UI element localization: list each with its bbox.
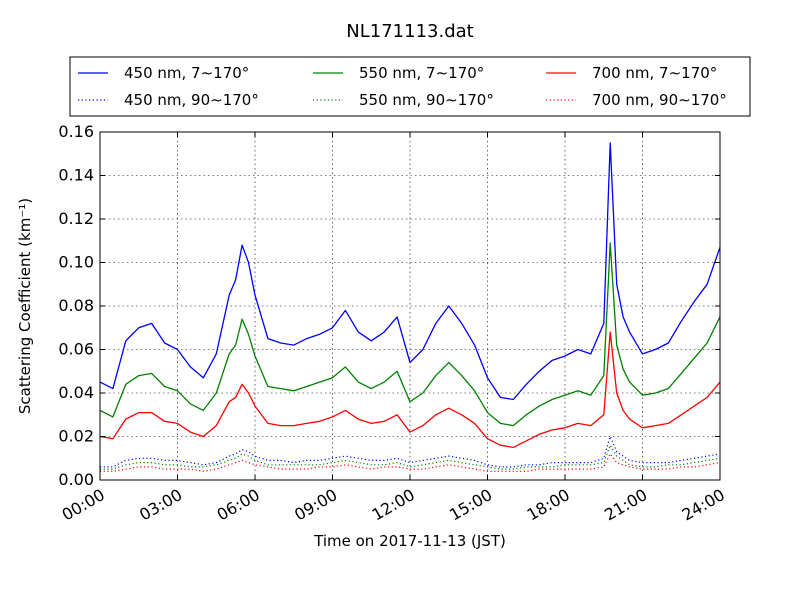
y-tick-label: 0.12 — [58, 209, 94, 228]
x-tick-label: 15:00 — [446, 485, 495, 525]
grid — [100, 132, 720, 480]
legend: 450 nm, 7∼170° 450 nm, 90∼170° 550 nm, 7∼1… — [69, 56, 751, 117]
x-tick-label: 24:00 — [679, 485, 728, 525]
legend-label-0: 450 nm, 7∼170° — [124, 64, 249, 82]
x-tick-label: 18:00 — [524, 485, 573, 525]
legend-label-1: 450 nm, 90∼170° — [124, 91, 259, 109]
x-tick-label: 09:00 — [291, 485, 340, 525]
legend-label-3: 550 nm, 90∼170° — [359, 91, 494, 109]
y-axis-label: Scattering Coefficient (km⁻¹) — [16, 198, 34, 414]
series-line-4 — [99, 331, 721, 449]
legend-label-4: 700 nm, 7∼170° — [592, 64, 717, 82]
y-tick-label: 0.16 — [58, 122, 94, 141]
y-tick-label: 0.02 — [58, 427, 94, 446]
series-layer — [99, 142, 721, 472]
x-tick-label: 06:00 — [214, 485, 263, 525]
y-tick-label: 0.00 — [58, 470, 94, 489]
x-tick-label: 12:00 — [369, 485, 418, 525]
y-tick-label: 0.04 — [58, 383, 94, 402]
x-axis-label: Time on 2017-11-13 (JST) — [313, 532, 506, 550]
y-tick-label: 0.14 — [58, 166, 94, 185]
y-tick-label: 0.08 — [58, 296, 94, 315]
y-tick-label: 0.10 — [58, 253, 94, 272]
x-tick-label: 03:00 — [136, 485, 185, 525]
chart-title: NL171113.dat — [346, 21, 473, 42]
series-line-0 — [99, 142, 721, 401]
x-tick-label: 00:00 — [59, 485, 108, 525]
legend-frame — [69, 56, 751, 117]
series-line-2 — [99, 242, 721, 427]
x-tick-label: 21:00 — [601, 485, 650, 525]
y-tick-label: 0.06 — [58, 340, 94, 359]
series-line-5 — [100, 453, 721, 472]
legend-label-5: 700 nm, 90∼170° — [592, 91, 727, 109]
legend-label-2: 550 nm, 7∼170° — [359, 64, 484, 82]
